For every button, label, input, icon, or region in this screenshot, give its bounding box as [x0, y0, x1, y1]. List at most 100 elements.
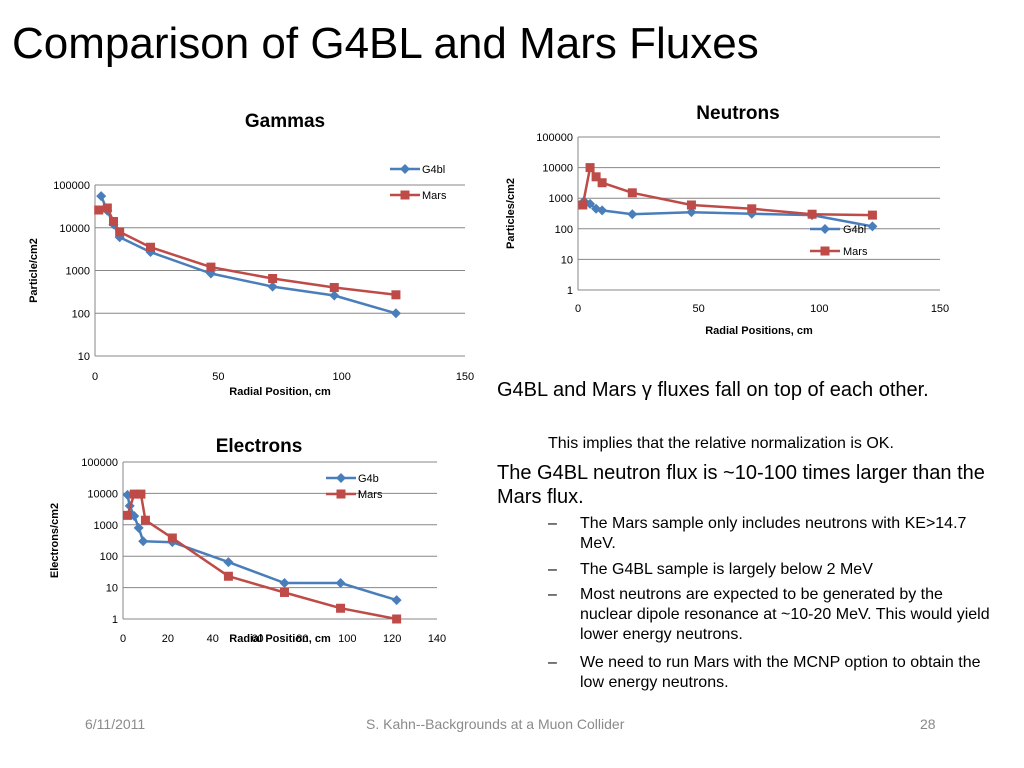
legend-label: G4b — [358, 473, 379, 485]
x-tick-label: 0 — [92, 371, 98, 383]
electrons-chart: 1 10 100 1000 10000 100000 0 20 40 60 80 100 120 140 E… — [49, 436, 446, 645]
data-point — [867, 210, 877, 220]
data-point — [279, 578, 290, 589]
legend-label: G4bl — [422, 164, 445, 176]
bullet-dash: – — [548, 561, 557, 578]
neutrons-chart: 1 10 100 1000 10000 100000 0 50 100 150 Neutrons Ra… — [505, 103, 949, 337]
data-point — [627, 188, 637, 198]
legend-label: G4bl — [843, 224, 866, 236]
x-tick-label: 50 — [693, 303, 705, 315]
y-tick-label: 1000 — [94, 520, 118, 532]
footer-date: 6/11/2011 — [85, 716, 146, 732]
data-point — [867, 221, 878, 232]
chart-title: Electrons — [216, 436, 303, 457]
y-tick-label: 1000 — [66, 266, 90, 278]
y-axis-label: Electrons/cm2 — [49, 503, 61, 578]
slide-title: Comparison of G4BL and Mars Fluxes — [12, 19, 759, 68]
legend-label-continued: l — [358, 489, 360, 501]
data-point — [391, 595, 402, 606]
legend-entry: G4bl — [390, 164, 445, 176]
legend-entry: Mars — [390, 190, 447, 202]
series-mars — [578, 163, 877, 220]
data-point — [115, 227, 125, 237]
legend-entry: Mars — [326, 489, 383, 501]
bullet-dash: – — [548, 515, 557, 532]
x-tick-label: 120 — [383, 633, 401, 645]
data-point — [129, 489, 139, 499]
legend-swatch-marker — [820, 246, 830, 256]
x-tick-label: 140 — [428, 633, 446, 645]
x-tick-label: 100 — [810, 303, 828, 315]
footer-page-number: 28 — [920, 716, 936, 732]
data-point — [206, 262, 216, 272]
data-point — [329, 290, 340, 301]
paragraph-normalization: This implies that the relative normaliza… — [548, 435, 894, 452]
y-tick-label: 1000 — [549, 193, 573, 205]
data-point — [591, 172, 601, 182]
y-tick-label: 10 — [561, 254, 573, 266]
data-point — [585, 163, 595, 173]
y-tick-label: 1 — [112, 614, 118, 626]
paragraph-gamma-fluxes: G4BL and Mars γ fluxes fall on top of ea… — [497, 379, 929, 401]
data-point — [686, 207, 697, 218]
legend-label: Mars — [422, 190, 447, 202]
legend-swatch-marker — [820, 224, 830, 234]
data-point — [267, 281, 278, 292]
data-point — [122, 510, 132, 520]
data-point — [96, 191, 107, 202]
data-point — [167, 533, 177, 543]
legend-label: Mars — [358, 489, 383, 501]
legend-swatch-marker — [400, 164, 410, 174]
data-point — [279, 587, 289, 597]
bullet-text: The Mars sample only includes neutrons w… — [580, 515, 967, 552]
x-tick-label: 0 — [120, 633, 126, 645]
x-tick-label: 100 — [332, 371, 350, 383]
x-axis-label: Radial Position, cm — [229, 633, 331, 645]
y-tick-label: 10 — [106, 583, 118, 595]
data-point — [585, 198, 596, 209]
data-point — [268, 273, 278, 283]
y-tick-label: 10 — [78, 351, 90, 363]
y-tick-label: 10000 — [542, 163, 573, 175]
y-axis-label: Particle/cm2 — [28, 238, 40, 303]
x-tick-label: 60 — [251, 633, 263, 645]
x-tick-label: 100 — [338, 633, 356, 645]
bullet-text: The G4BL sample is largely below 2 MeV — [580, 561, 873, 578]
data-point — [133, 522, 144, 533]
data-point — [392, 614, 402, 624]
series-line — [581, 166, 873, 217]
y-tick-label: 100000 — [81, 457, 118, 469]
y-tick-label: 100 — [72, 308, 90, 320]
y-tick-label: 1 — [567, 285, 573, 297]
data-point — [597, 205, 608, 216]
data-point — [138, 536, 149, 547]
y-tick-label: 100 — [555, 224, 573, 236]
x-tick-label: 0 — [575, 303, 581, 315]
y-axis-label: Particles/cm2 — [505, 178, 517, 249]
data-point — [747, 204, 757, 214]
legend-swatch-marker — [400, 190, 410, 200]
data-point — [223, 571, 233, 581]
x-axis-label: Radial Positions, cm — [705, 325, 813, 337]
gammas-chart: 10 100 1000 10000 100000 0 50 100 150 Gammas Radia… — [28, 111, 474, 398]
series-line — [126, 494, 397, 602]
data-point — [391, 290, 401, 300]
x-tick-label: 20 — [162, 633, 174, 645]
x-tick-label: 150 — [456, 371, 474, 383]
data-point — [109, 217, 118, 227]
chart-title: Neutrons — [696, 103, 779, 124]
data-point — [686, 200, 696, 210]
y-tick-label: 10000 — [87, 488, 118, 500]
chart-title: Gammas — [245, 111, 325, 132]
series-mars — [122, 489, 402, 624]
bullet-text: We need to run Mars with the MCNP option… — [580, 654, 981, 691]
paragraph-neutron-flux: The G4BL neutron flux is ~10-100 times l… — [497, 462, 985, 508]
x-tick-label: 150 — [931, 303, 949, 315]
data-point — [578, 200, 588, 210]
x-tick-label: 50 — [212, 371, 224, 383]
y-tick-label: 10000 — [59, 223, 90, 235]
legend-entry: G4b l — [326, 473, 379, 501]
data-point — [627, 209, 638, 220]
data-point — [140, 515, 150, 525]
data-point — [336, 603, 346, 613]
